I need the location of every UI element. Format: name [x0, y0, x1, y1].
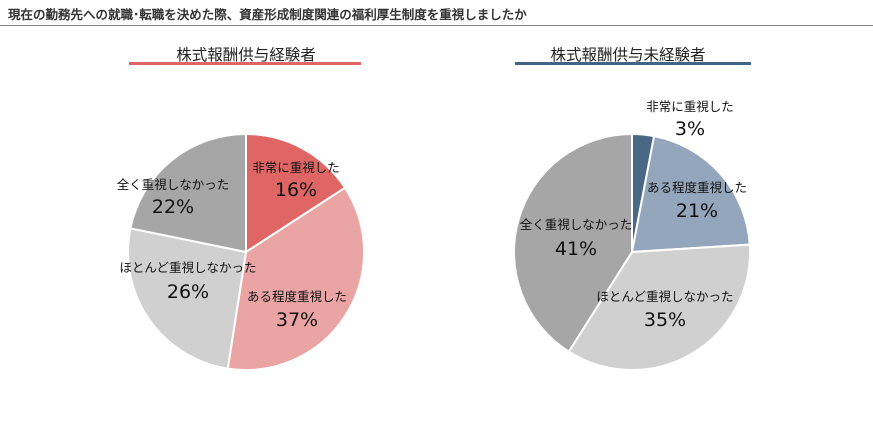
slice-value-experienced-hardly: 26%: [167, 281, 209, 303]
slice-label-experienced-somewhat: ある程度重視した: [247, 289, 347, 304]
chart-title-underline-experienced: [129, 62, 361, 65]
slice-value-inexperienced-somewhat: 21%: [676, 200, 718, 222]
slice-label-inexperienced-highly: 非常に重視した: [646, 99, 734, 114]
chart-title-underline-inexperienced: [515, 62, 751, 65]
pie-slice-inexperienced-somewhat: [630, 134, 751, 254]
pie-slice-inexperienced-not-at-all: [513, 132, 633, 354]
chart-title-inexperienced: 株式報酬供与未経験者: [550, 46, 706, 64]
pie-slice-experienced-somewhat: [226, 186, 365, 372]
slice-value-experienced-highly: 16%: [275, 179, 317, 201]
pie-slice-experienced-not-at-all: [129, 132, 247, 254]
header-divider: [0, 25, 873, 26]
slice-value-inexperienced-highly: 3%: [675, 118, 705, 140]
pie-slice-inexperienced-hardly: [567, 243, 751, 371]
slice-value-experienced-somewhat: 37%: [276, 309, 318, 331]
chart-title-experienced: 株式報酬供与経験者: [176, 46, 316, 64]
slice-label-inexperienced-somewhat: ある程度重視した: [647, 180, 747, 195]
slice-label-experienced-not-at-all: 全く重視しなかった: [117, 177, 230, 192]
page-title: 現在の勤務先への就職･転職を決めた際、資産形成制度関連の福利厚生制度を重視しまし…: [8, 7, 527, 22]
pie-slice-experienced-hardly: [127, 227, 248, 370]
slice-label-experienced-hardly: ほとんど重視しなかった: [119, 260, 256, 275]
pie-slice-experienced-highly: [245, 132, 347, 254]
slice-label-inexperienced-hardly: ほとんど重視しなかった: [596, 289, 733, 304]
slice-label-experienced-highly: 非常に重視した: [252, 160, 340, 175]
slice-value-inexperienced-hardly: 35%: [644, 309, 686, 331]
slice-value-inexperienced-not-at-all: 41%: [555, 238, 597, 260]
slice-label-inexperienced-not-at-all: 全く重視しなかった: [520, 217, 633, 232]
slice-value-experienced-not-at-all: 22%: [152, 196, 194, 218]
